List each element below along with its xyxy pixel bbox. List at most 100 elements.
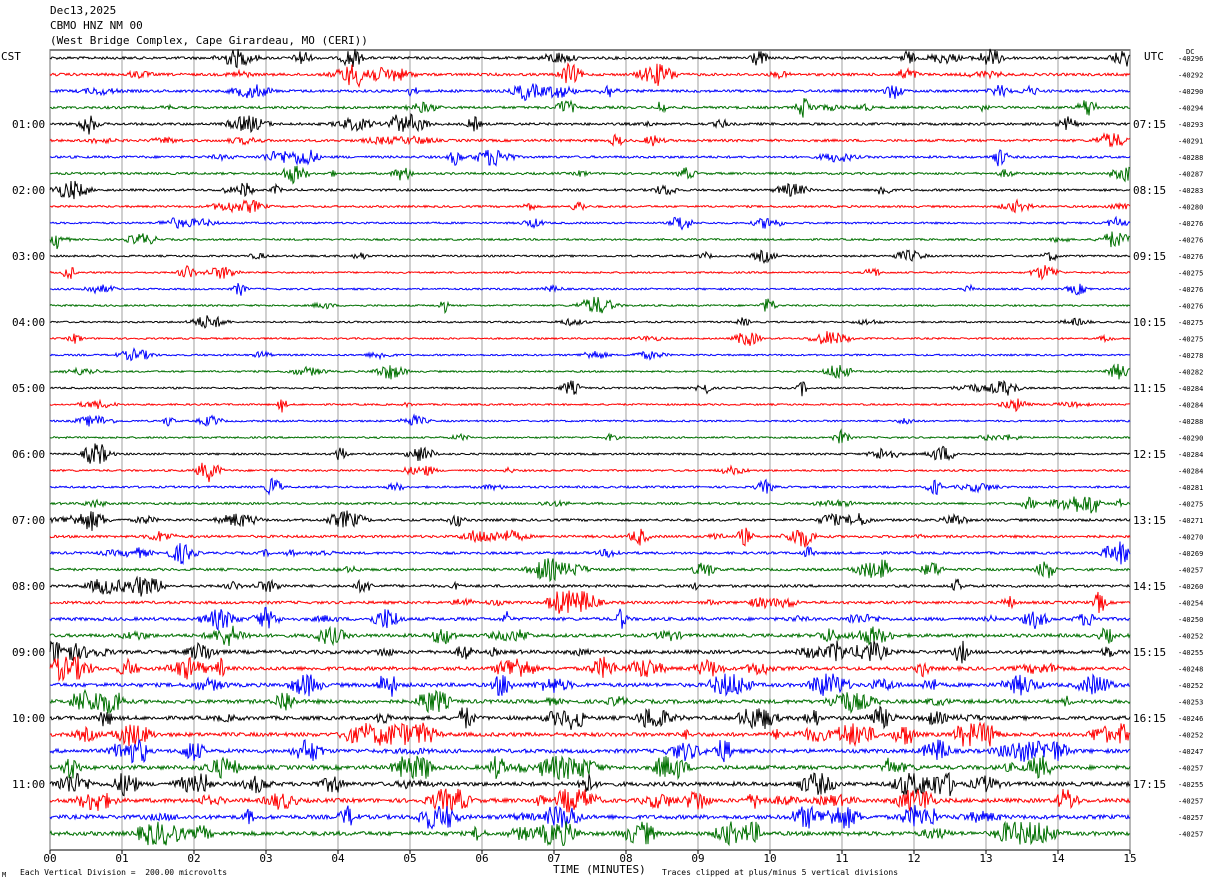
right-hour-label: 12:15 — [1133, 448, 1166, 461]
dc-offset-label: -40276 — [1178, 220, 1203, 228]
right-hour-label: 09:15 — [1133, 250, 1166, 263]
clip-note: Traces clipped at plus/minus 5 vertical … — [662, 868, 899, 877]
dc-offset-label: -40252 — [1178, 682, 1203, 690]
dc-offset-label: -40283 — [1178, 187, 1203, 195]
seismic-trace — [49, 48, 1131, 69]
x-tick-label: 00 — [43, 852, 56, 865]
seismic-trace — [49, 363, 1131, 380]
dc-offset-label: -40270 — [1178, 534, 1203, 542]
left-hour-label: 05:00 — [12, 382, 45, 395]
x-tick-label: 06 — [475, 852, 488, 865]
dc-offset-label: -40276 — [1178, 303, 1203, 311]
right-hour-label: 15:15 — [1133, 646, 1166, 659]
dc-offset-label: -40257 — [1178, 831, 1203, 839]
seismic-trace — [49, 165, 1131, 185]
seismic-trace — [49, 656, 1131, 682]
dc-offset-label: -40281 — [1178, 484, 1203, 492]
x-tick-label: 01 — [115, 852, 128, 865]
x-tick-label: 10 — [763, 852, 776, 865]
left-hour-label: 08:00 — [12, 580, 45, 593]
dc-offset-label: -40291 — [1178, 138, 1203, 146]
x-tick-label: 11 — [835, 852, 848, 865]
left-hour-label: 10:00 — [12, 712, 45, 725]
seismic-trace — [49, 198, 1131, 214]
seismic-trace — [49, 606, 1131, 631]
dc-offset-label: -40280 — [1178, 204, 1203, 212]
dc-offset-label: -40284 — [1178, 451, 1203, 459]
seismic-trace — [49, 249, 1131, 264]
left-hour-label: 04:00 — [12, 316, 45, 329]
seismic-trace — [49, 83, 1131, 102]
dc-offset-label: -40271 — [1178, 517, 1203, 525]
seismic-trace — [49, 443, 1131, 464]
x-tick-label: 13 — [979, 852, 992, 865]
x-tick-label: 02 — [187, 852, 200, 865]
seismic-trace — [49, 788, 1131, 813]
dc-offset-label: -40296 — [1178, 55, 1203, 63]
dc-offset-label: -40288 — [1178, 154, 1203, 162]
dc-offset-label: -40257 — [1178, 765, 1203, 773]
seismic-trace — [49, 97, 1131, 118]
left-timezone-label: CST — [1, 50, 21, 63]
right-timezone-label: UTC — [1144, 50, 1164, 63]
seismic-trace — [49, 379, 1131, 397]
seismic-trace — [49, 296, 1131, 314]
dc-offset-label: -40275 — [1178, 501, 1203, 509]
dc-offset-label: -40275 — [1178, 270, 1203, 278]
seismic-trace — [49, 315, 1131, 329]
seismic-trace — [49, 738, 1131, 764]
seismic-trace — [49, 331, 1131, 346]
dc-offset-label: -40246 — [1178, 715, 1203, 723]
x-tick-label: 05 — [403, 852, 416, 865]
seismic-trace — [49, 590, 1131, 614]
seismic-trace — [49, 640, 1131, 664]
left-hour-label: 09:00 — [12, 646, 45, 659]
left-hour-label: 03:00 — [12, 250, 45, 263]
seismic-trace — [49, 510, 1131, 531]
left-hour-label: 07:00 — [12, 514, 45, 527]
dc-offset-label: -40255 — [1178, 781, 1203, 789]
dc-offset-label: -40260 — [1178, 583, 1203, 591]
seismic-trace — [49, 496, 1131, 514]
seismic-trace — [49, 149, 1131, 167]
seismic-trace — [49, 462, 1131, 483]
x-tick-label: 03 — [259, 852, 272, 865]
dc-offset-label: -40257 — [1178, 798, 1203, 806]
seismic-trace — [49, 113, 1131, 135]
right-hour-label: 07:15 — [1133, 118, 1166, 131]
plot-frame — [49, 49, 1131, 851]
dc-offset-label: -40254 — [1178, 600, 1203, 608]
dc-offset-label: -40276 — [1178, 253, 1203, 261]
seismic-trace — [49, 771, 1131, 797]
seismic-trace — [49, 231, 1131, 250]
dc-offset-label: -40253 — [1178, 699, 1203, 707]
seismic-trace — [49, 527, 1131, 548]
seismic-trace — [49, 180, 1131, 200]
left-hour-label: 11:00 — [12, 778, 45, 791]
left-hour-label: 02:00 — [12, 184, 45, 197]
seismic-trace — [49, 541, 1131, 565]
dc-offset-label: -40275 — [1178, 319, 1203, 327]
seismic-trace — [49, 805, 1131, 830]
location-label: (West Bridge Complex, Cape Girardeau, MO… — [50, 34, 368, 47]
scale-note: Each Vertical Division = 200.00 microvol… — [20, 868, 228, 877]
right-hour-label: 16:15 — [1133, 712, 1166, 725]
seismic-trace — [49, 558, 1131, 583]
x-tick-label: 09 — [691, 852, 704, 865]
dc-offset-label: -40290 — [1178, 88, 1203, 96]
seismic-trace — [49, 132, 1131, 148]
x-tick-label: 08 — [619, 852, 632, 865]
seismic-trace — [49, 62, 1131, 88]
seismic-trace — [49, 413, 1131, 427]
seismic-trace — [49, 398, 1131, 413]
dc-offset-label: -40284 — [1178, 385, 1203, 393]
dc-offset-label: -40282 — [1178, 369, 1203, 377]
x-tick-label: 12 — [907, 852, 920, 865]
dc-offset-label: -40257 — [1178, 567, 1203, 575]
dc-offset-label: -40275 — [1178, 336, 1203, 344]
left-hour-label: 06:00 — [12, 448, 45, 461]
seismic-trace — [49, 477, 1131, 496]
right-hour-label: 10:15 — [1133, 316, 1166, 329]
dc-offset-label: -40269 — [1178, 550, 1203, 558]
dc-offset-label: -40292 — [1178, 72, 1203, 80]
